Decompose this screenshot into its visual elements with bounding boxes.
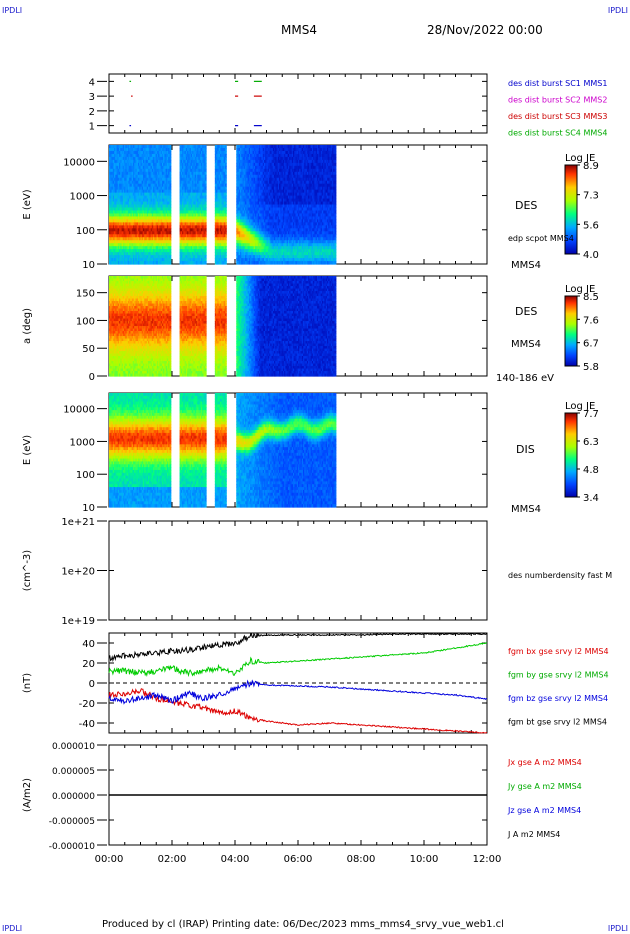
x-tick-label: 02:00 — [158, 854, 187, 865]
y-tick-label: 4 — [89, 77, 95, 88]
y-tick-label: 1000 — [70, 192, 95, 203]
x-tick-label: 06:00 — [284, 854, 313, 865]
y-tick-label: 3 — [89, 92, 95, 103]
x-tick-label: 04:00 — [221, 854, 250, 865]
y-tick-label: 100 — [76, 226, 95, 237]
spectrogram-cell — [205, 261, 207, 265]
y-tick-label: 1 — [89, 122, 95, 133]
y-tick-label: 10000 — [63, 157, 95, 168]
legend-burst-sc2: des dist burst SC2 MMS2 — [508, 96, 607, 105]
panel-frame — [109, 521, 487, 620]
legend-burst-sc3: des dist burst SC3 MMS3 — [508, 112, 607, 121]
y-tick-label: 2 — [89, 107, 95, 118]
legend-burst-sc4: des dist burst SC4 MMS4 — [508, 129, 607, 138]
x-tick-label: 08:00 — [347, 854, 376, 865]
spectrogram-cell — [169, 261, 171, 265]
x-tick-label: 00:00 — [95, 854, 124, 865]
y-tick-label: 10 — [82, 260, 95, 271]
x-tick-label: 12:00 — [473, 854, 502, 865]
legend-burst-sc1: des dist burst SC1 MMS1 — [508, 79, 607, 88]
x-tick-label: 10:00 — [410, 854, 439, 865]
panel-frame — [109, 74, 487, 133]
spectrogram-cell — [225, 261, 227, 265]
